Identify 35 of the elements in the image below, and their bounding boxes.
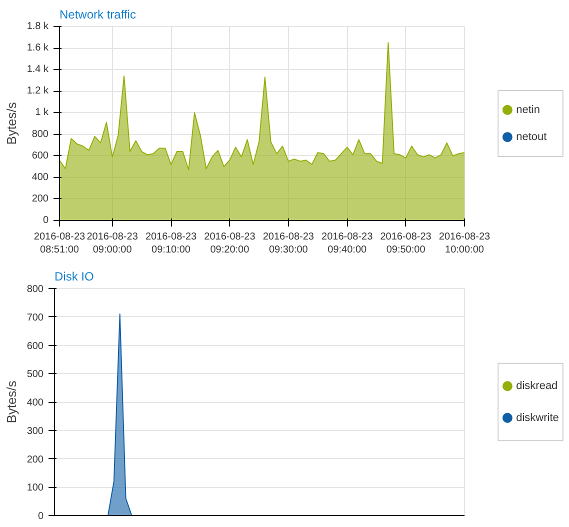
y-tick-label: 300 bbox=[26, 426, 44, 437]
y-tick-label: 500 bbox=[26, 369, 44, 380]
x-tick-label: 2016-08-23 09:40:00 bbox=[322, 232, 374, 256]
y-tick-label: 800 bbox=[32, 128, 49, 140]
y-tick-label: 1.6 k bbox=[26, 42, 50, 54]
legend-label: diskread bbox=[516, 380, 558, 392]
x-tick-label: 2016-08-23 09:30:00 bbox=[262, 232, 314, 256]
y-tick-label: 200 bbox=[26, 454, 44, 466]
y-tick-label: 1.2 k bbox=[26, 86, 50, 97]
y-tick-label: 0 bbox=[38, 511, 44, 522]
x-tick-label: 2016-08-23 09:00:00 bbox=[86, 232, 138, 256]
y-axis-title: Bytes/s bbox=[4, 102, 19, 145]
x-tick-label: 2016-08-23 09:10:00 bbox=[145, 232, 198, 256]
legend-label: netin bbox=[516, 104, 540, 116]
y-tick-label: 600 bbox=[32, 150, 49, 162]
y-axis-title: Bytes/s bbox=[4, 380, 19, 424]
x-tick-label: 2016-08-23 09:50:00 bbox=[380, 232, 432, 256]
chart-title: Disk IO bbox=[54, 270, 94, 284]
y-tick-label: 600 bbox=[26, 340, 44, 352]
x-tick-label: 2016-08-23 10:00:00 bbox=[438, 232, 491, 256]
y-tick-label: 1.8 k bbox=[26, 21, 50, 32]
legend-label: diskwrite bbox=[516, 412, 559, 424]
y-tick-label: 1.4 k bbox=[26, 64, 50, 76]
y-tick-label: 1 k bbox=[35, 107, 50, 118]
y-tick-label: 200 bbox=[32, 193, 49, 204]
y-tick-label: 100 bbox=[26, 482, 44, 494]
legend-label: netout bbox=[516, 131, 547, 144]
x-tick-label: 2016-08-23 08:51:00 bbox=[34, 232, 86, 256]
y-tick-label: 0 bbox=[42, 215, 49, 226]
y-tick-label: 800 bbox=[26, 284, 44, 295]
y-tick-label: 700 bbox=[26, 312, 44, 324]
x-tick-label: 2016-08-23 09:20:00 bbox=[204, 232, 256, 256]
y-tick-label: 400 bbox=[26, 398, 44, 408]
chart-title: Network traffic bbox=[60, 8, 136, 22]
y-tick-label: 400 bbox=[32, 172, 49, 183]
